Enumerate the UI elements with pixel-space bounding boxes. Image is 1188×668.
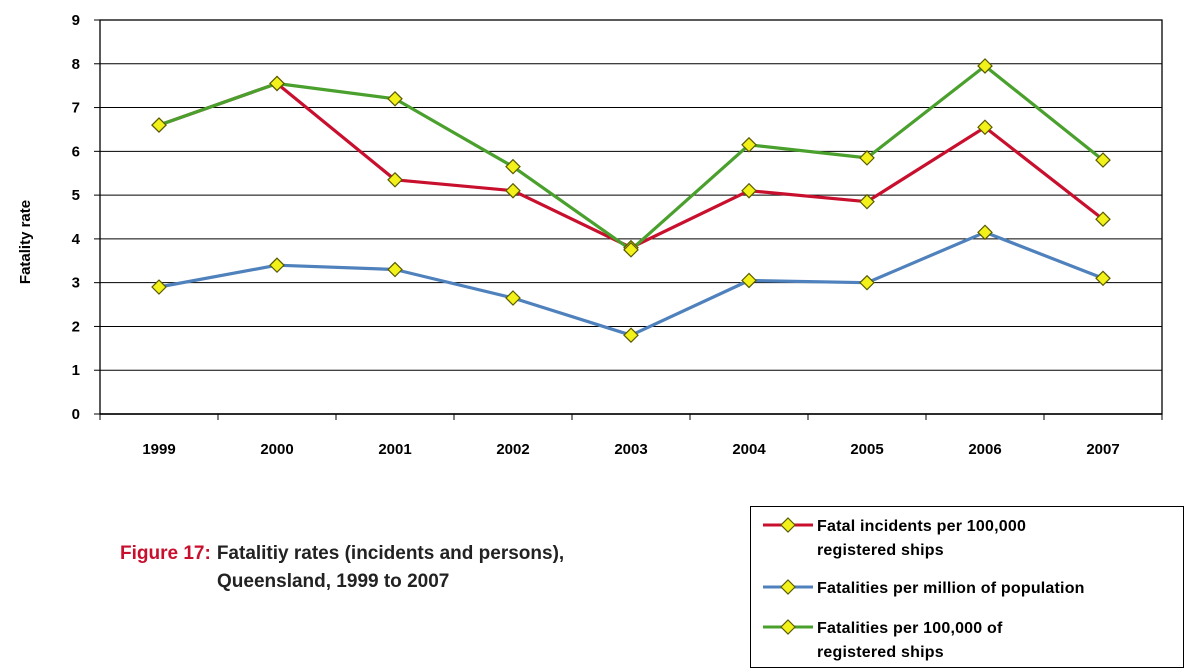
data-point-marker (977, 224, 993, 241)
legend-label-line-2: registered ships (817, 542, 944, 559)
data-point-marker (387, 171, 403, 188)
legend-item-population: Fatalities per million of population (759, 577, 1085, 601)
data-point-marker (1095, 211, 1111, 228)
x-tick-label: 2004 (732, 441, 766, 458)
x-tick-label: 2005 (850, 441, 883, 458)
data-point-marker (1095, 270, 1111, 287)
legend-item-fatalities-ships: Fatalities per 100,000 of registered shi… (759, 617, 1003, 665)
data-point-marker (505, 290, 521, 306)
series-lines (158, 64, 1104, 337)
legend-swatch-red-diamond (763, 517, 813, 533)
data-point-marker (505, 182, 521, 199)
caption-line-1: Fatalitiy rates (incidents and persons), (216, 543, 565, 564)
data-point-marker (623, 241, 639, 258)
data-point-marker (387, 261, 403, 278)
x-tick-label: 2006 (968, 441, 1001, 458)
data-point-marker (505, 158, 521, 175)
data-point-marker (859, 193, 875, 210)
legend-label-line-1: Fatal incidents per 100,000 (817, 518, 1027, 535)
x-tick-labels: 1999 2000 2001 2002 2003 2004 2005 2006 2007 (142, 441, 1119, 458)
y-tick-label: 9 (72, 12, 80, 29)
data-point-marker (741, 272, 757, 289)
y-tick-label: 3 (72, 275, 80, 292)
legend-label-line-1: Fatalities per million of population (817, 580, 1085, 597)
data-point-marker (859, 274, 875, 291)
y-tick-label: 5 (72, 187, 80, 204)
series-line (158, 64, 1104, 252)
data-point-marker (387, 90, 403, 107)
line-chart: 0 1 2 3 4 5 6 7 8 9 1999 2000 2001 2002 2003 2004 2005 2… (17, 12, 1163, 458)
y-axis-title: Fatality rate (17, 200, 34, 284)
legend: Fatal incidents per 100,000 registered s… (750, 506, 1184, 668)
x-tick-label: 1999 (142, 441, 175, 458)
data-point-marker (859, 150, 875, 166)
legend-swatch-blue-diamond (763, 579, 813, 595)
legend-label-line-2: registered ships (817, 644, 944, 661)
data-point-marker (741, 136, 757, 153)
axes (94, 19, 1163, 420)
caption-line-2: Queensland, 1999 to 2007 (217, 571, 450, 592)
data-point-marker (151, 117, 167, 133)
data-point-marker (269, 257, 285, 274)
series-line (158, 81, 1104, 250)
y-tick-label: 1 (72, 362, 80, 379)
y-tick-label: 4 (72, 231, 81, 248)
data-point-marker (151, 279, 167, 295)
data-point-marker (269, 75, 285, 92)
data-point-marker (623, 327, 639, 344)
legend-item-fatal-incidents: Fatal incidents per 100,000 registered s… (759, 515, 1026, 563)
figure-number: Figure 17: (120, 543, 211, 564)
data-point-marker (977, 119, 993, 136)
x-tick-label: 2002 (496, 441, 529, 458)
x-tick-label: 2003 (614, 441, 647, 458)
y-tick-labels: 0 1 2 3 4 5 6 7 8 9 (72, 12, 81, 423)
y-tick-label: 6 (72, 143, 80, 160)
y-tick-label: 0 (72, 406, 80, 423)
gridlines (100, 19, 1162, 371)
y-tick-label: 8 (72, 56, 80, 73)
data-point-marker (977, 58, 993, 74)
y-tick-label: 7 (72, 100, 80, 117)
figure-caption: Figure 17: Fatalitiy rates (incidents and… (120, 540, 564, 596)
data-point-marker (741, 182, 757, 199)
x-tick-label: 2000 (260, 441, 293, 458)
data-point-marker (1095, 152, 1111, 168)
x-tick-label: 2007 (1086, 441, 1119, 458)
series-markers (151, 58, 1111, 344)
legend-label-line-1: Fatalities per 100,000 of (817, 620, 1003, 637)
x-tick-label: 2001 (378, 441, 411, 458)
y-tick-label: 2 (72, 318, 80, 335)
legend-swatch-green-diamond (763, 619, 813, 635)
